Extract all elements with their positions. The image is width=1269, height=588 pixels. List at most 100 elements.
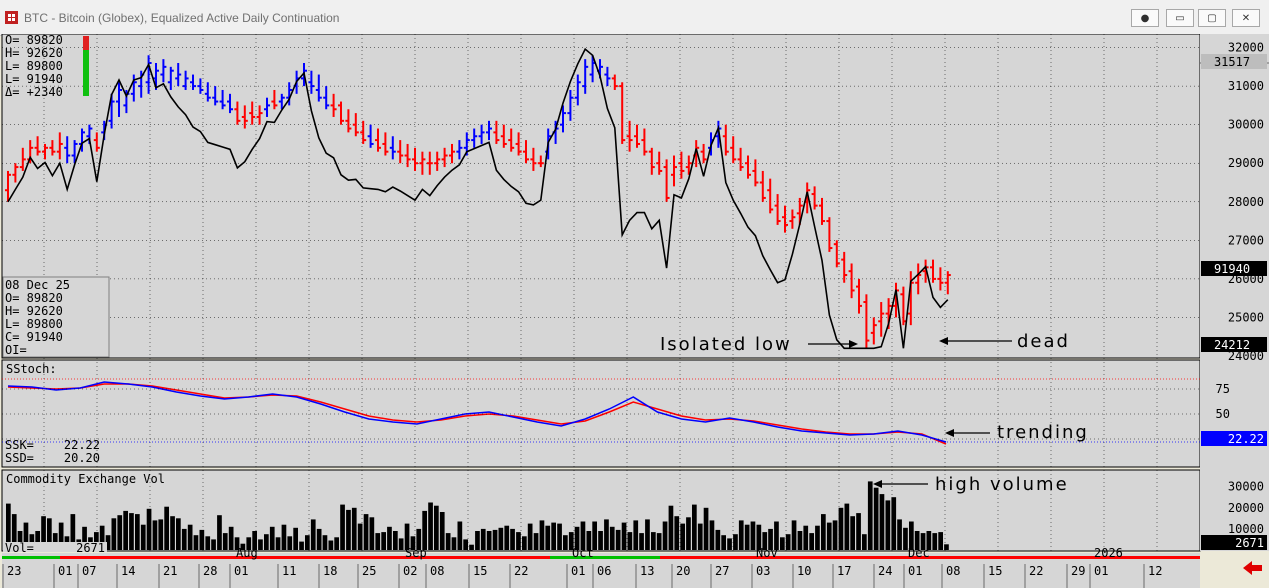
volume-bar <box>287 536 293 550</box>
volume-bar <box>199 529 205 550</box>
ohlc-bar <box>848 263 855 299</box>
window-title: BTC - Bitcoin (Globex), Equalized Active… <box>24 11 340 25</box>
volume-bar <box>422 510 427 550</box>
volume-bar <box>856 513 861 550</box>
ohlc-bar <box>774 194 781 225</box>
x-day-label: 07 <box>82 564 96 578</box>
ohlc-bar <box>49 140 56 156</box>
ohlc-bar <box>382 132 389 156</box>
arrow-head-icon <box>873 480 882 488</box>
x-day-label: 14 <box>121 564 135 578</box>
record-icon: ● <box>1140 12 1150 24</box>
ohlc-bar <box>145 55 152 94</box>
x-day-label: 23 <box>7 564 21 578</box>
volume-tick-label: 20000 <box>1228 501 1264 515</box>
ohlc-bar <box>434 151 441 171</box>
volume-bar <box>457 521 463 550</box>
ssk-label: SSK= <box>5 438 34 452</box>
x-axis-strip-segment <box>60 556 400 559</box>
ohlc-bar <box>412 147 418 171</box>
volume-bar <box>381 532 386 550</box>
volume-bar <box>322 535 328 550</box>
volume-bar <box>867 481 873 550</box>
volume-bar <box>416 528 422 550</box>
scroll-right-button[interactable] <box>1243 561 1262 575</box>
volume-bar <box>281 524 287 550</box>
arrow-head-icon <box>939 337 948 345</box>
volume-bar <box>410 536 416 550</box>
price-tick-label: 29000 <box>1228 156 1264 170</box>
volume-bar <box>181 528 187 550</box>
volume-bar <box>246 537 252 550</box>
x-day-label: 08 <box>946 564 960 578</box>
volume-bar <box>873 487 879 550</box>
price-tick-label: 25000 <box>1228 310 1264 324</box>
price-bars <box>5 55 951 349</box>
close-button[interactable]: ✕ <box>1232 9 1260 27</box>
stoch-title: SStoch: <box>6 362 57 376</box>
vol-value: 2671 <box>76 541 105 555</box>
volume-bar <box>586 531 592 550</box>
ohlc-bar <box>582 59 589 94</box>
data-window-line: L= 89800 <box>5 317 63 331</box>
volume-bar <box>920 533 926 550</box>
annotation-dead: dead <box>1017 331 1070 352</box>
ohlc-bar <box>345 109 352 133</box>
volume-bar <box>82 526 87 550</box>
x-day-label: 03 <box>756 564 770 578</box>
vol-label-bg <box>3 542 107 552</box>
price-tag-low <box>1201 337 1267 352</box>
ohlc-bar <box>678 151 685 179</box>
ohlc-bar <box>685 155 692 175</box>
x-day-label: 21 <box>163 564 177 578</box>
volume-bar <box>815 525 820 550</box>
data-window-line: C= 91940 <box>5 330 63 344</box>
volume-bar <box>158 519 164 550</box>
ssd-value: 20.20 <box>64 451 100 465</box>
volume-bar <box>328 540 334 550</box>
volume-bar <box>445 533 451 550</box>
volume-bar <box>439 512 445 550</box>
price-tick-label: 27000 <box>1228 233 1264 247</box>
x-day-label: 22 <box>514 564 528 578</box>
ohlc-bar <box>671 155 677 187</box>
quote-bar-indicator-top <box>83 36 89 50</box>
volume-bar <box>762 532 768 550</box>
ohlc-bar <box>190 74 196 90</box>
volume-bar <box>211 539 216 550</box>
x-day-label: 20 <box>676 564 690 578</box>
ohlc-bar <box>789 209 796 229</box>
x-day-label: 08 <box>430 564 444 578</box>
ohlc-bar <box>108 93 115 129</box>
ohlc-bar <box>5 170 11 202</box>
ohlc-bar <box>641 128 648 156</box>
ohlc-bar <box>219 89 226 110</box>
volume-bar <box>891 497 897 550</box>
volume-bar <box>832 520 838 550</box>
maximize-button[interactable]: ▢ <box>1198 9 1226 27</box>
ohlc-bar <box>819 197 825 225</box>
volume-bar <box>135 514 140 550</box>
volume-bar <box>715 529 721 550</box>
arrow-head-icon <box>945 429 954 437</box>
volume-bar <box>129 513 134 550</box>
x-day-label: 01 <box>908 564 922 578</box>
volume-bar <box>539 520 545 550</box>
volume-bar <box>510 528 515 550</box>
volume-bar <box>275 537 281 550</box>
ohlc-bar <box>833 240 840 268</box>
record-button[interactable]: ● <box>1131 9 1159 27</box>
price-tag-last <box>1201 261 1267 276</box>
ohlc-bar <box>426 151 433 175</box>
ohlc-bar <box>256 105 263 125</box>
ohlc-bar <box>878 302 885 337</box>
ohlc-bar <box>796 197 803 225</box>
volume-bar <box>11 514 17 550</box>
ohlc-bar <box>197 78 204 94</box>
quote-line: Δ= +2340 <box>5 85 63 99</box>
minimize-button[interactable]: ▭ <box>1166 9 1194 27</box>
data-window-date: 08 Dec 25 <box>5 278 70 292</box>
data-window-line: H= 92620 <box>5 304 63 318</box>
volume-bar <box>428 502 433 550</box>
volume-bar <box>598 531 603 550</box>
